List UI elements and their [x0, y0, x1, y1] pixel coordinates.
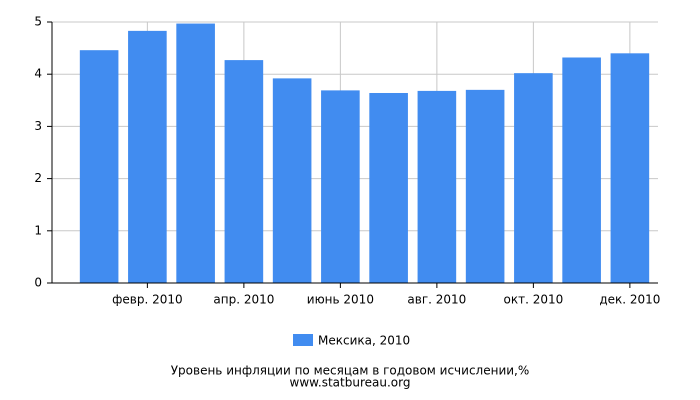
- x-tick-label: апр. 2010: [213, 293, 274, 307]
- x-tick-label: июнь 2010: [307, 293, 374, 307]
- y-tick-label: 0: [34, 276, 42, 290]
- bar: [128, 30, 167, 284]
- bar: [514, 73, 553, 283]
- x-tick-label: авг. 2010: [407, 293, 466, 307]
- y-tick-label: 5: [34, 15, 42, 29]
- bar: [465, 89, 505, 283]
- bar: [417, 90, 457, 284]
- bar: [272, 78, 312, 283]
- y-tick-label: 1: [34, 223, 42, 237]
- bar: [321, 90, 360, 283]
- bar: [176, 23, 215, 283]
- legend-label: Мексика, 2010: [318, 334, 410, 348]
- x-tick-label: окт. 2010: [504, 293, 564, 307]
- legend-swatch: [293, 334, 313, 346]
- caption: Уровень инфляции по месяцам в годовом ис…: [171, 364, 530, 378]
- bar: [562, 57, 601, 283]
- y-tick-label: 3: [34, 119, 42, 133]
- bar: [369, 92, 408, 283]
- x-tick-label: дек. 2010: [599, 293, 660, 307]
- source: www.statbureau.org: [290, 376, 411, 390]
- bar: [79, 50, 119, 283]
- bar: [610, 53, 650, 283]
- y-tick-label: 4: [34, 67, 42, 81]
- y-tick-label: 2: [34, 171, 42, 185]
- bar: [224, 60, 264, 283]
- x-tick-label: февр. 2010: [112, 293, 183, 307]
